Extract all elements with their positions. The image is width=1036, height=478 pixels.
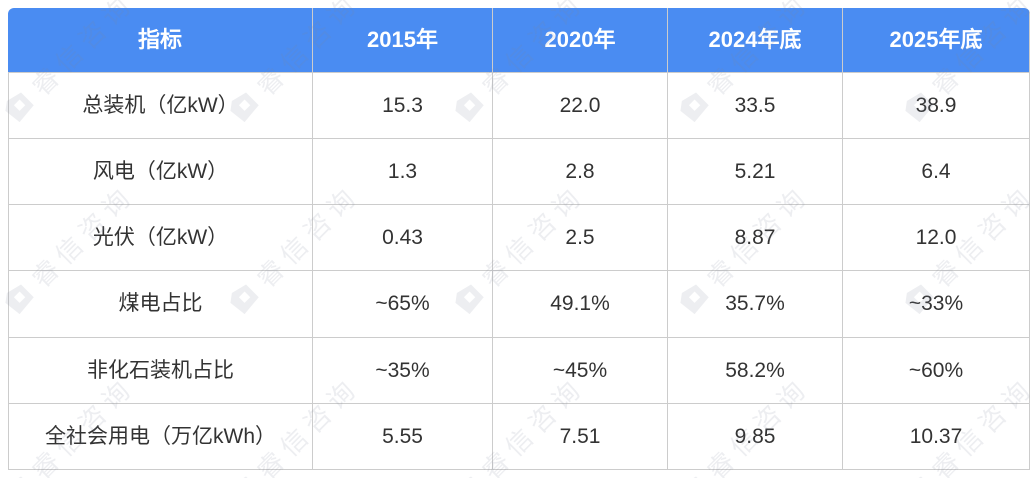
data-cell: 38.9 xyxy=(843,73,1030,140)
column-header-2020: 2020年 xyxy=(493,8,668,73)
data-cell: 5.55 xyxy=(313,403,493,470)
data-cell: 22.0 xyxy=(493,73,668,140)
data-cell: 0.43 xyxy=(313,205,493,272)
cube-logo-icon xyxy=(5,476,34,478)
data-cell: 10.37 xyxy=(843,403,1030,470)
data-cell: 15.3 xyxy=(313,73,493,140)
data-cell: 33.5 xyxy=(668,73,843,140)
data-cell: 8.87 xyxy=(668,205,843,272)
power-statistics-table: 指标 2015年 2020年 2024年底 2025年底 总装机（亿kW） 15… xyxy=(8,8,1030,470)
row-label-non-fossil-share: 非化石装机占比 xyxy=(8,337,313,404)
data-cell: 49.1% xyxy=(493,271,668,338)
data-cell: 2.8 xyxy=(493,139,668,206)
cube-logo-icon xyxy=(230,476,259,478)
column-header-2024: 2024年底 xyxy=(668,8,843,73)
data-cell: ~35% xyxy=(313,337,493,404)
column-header-2025: 2025年底 xyxy=(843,8,1030,73)
row-label-solar: 光伏（亿kW） xyxy=(8,205,313,272)
data-cell: 9.85 xyxy=(668,403,843,470)
data-cell: ~33% xyxy=(843,271,1030,338)
data-cell: 58.2% xyxy=(668,337,843,404)
row-label-total-installed: 总装机（亿kW） xyxy=(8,73,313,140)
data-cell: 12.0 xyxy=(843,205,1030,272)
data-cell: 6.4 xyxy=(843,139,1030,206)
data-cell: 5.21 xyxy=(668,139,843,206)
row-label-wind: 风电（亿kW） xyxy=(8,139,313,206)
data-cell: ~65% xyxy=(313,271,493,338)
data-cell: 7.51 xyxy=(493,403,668,470)
row-label-total-consumption: 全社会用电（万亿kWh） xyxy=(8,403,313,470)
data-cell: ~45% xyxy=(493,337,668,404)
column-header-indicator: 指标 xyxy=(8,8,313,73)
cube-logo-icon xyxy=(905,476,934,478)
data-cell: 2.5 xyxy=(493,205,668,272)
cube-logo-icon xyxy=(455,476,484,478)
data-cell: ~60% xyxy=(843,337,1030,404)
cube-logo-icon xyxy=(680,476,709,478)
column-header-2015: 2015年 xyxy=(313,8,493,73)
row-label-coal-share: 煤电占比 xyxy=(8,271,313,338)
data-cell: 35.7% xyxy=(668,271,843,338)
data-cell: 1.3 xyxy=(313,139,493,206)
